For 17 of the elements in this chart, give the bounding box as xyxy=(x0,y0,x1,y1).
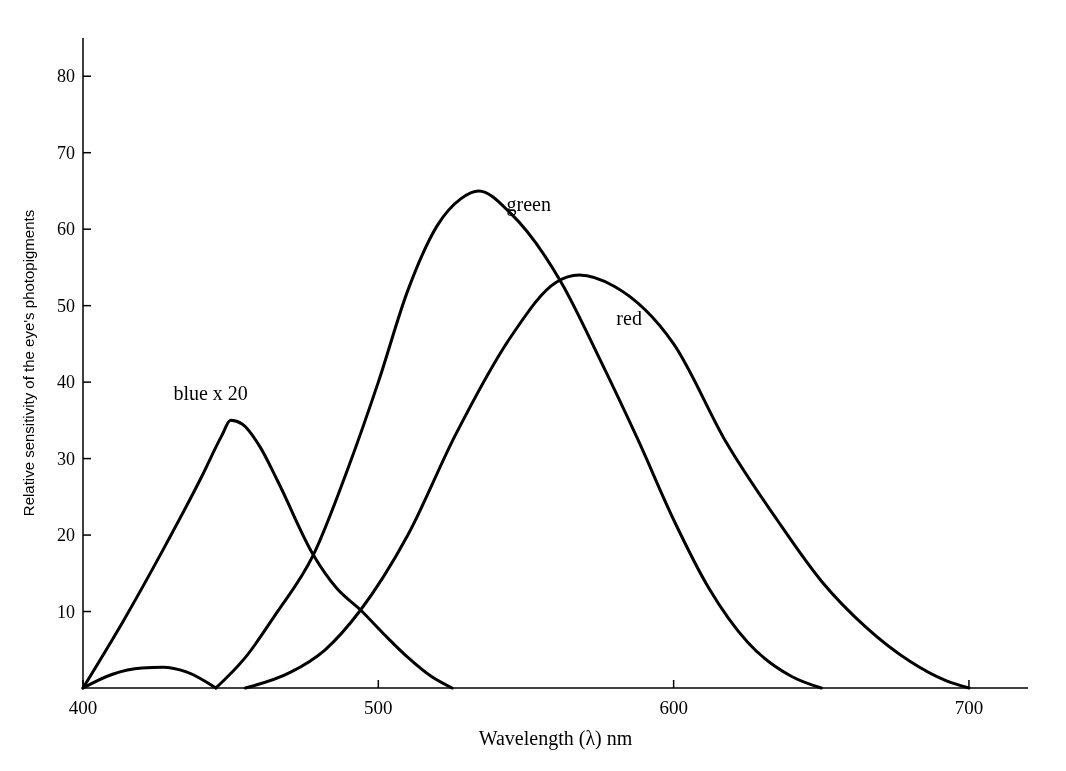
y-tick-label: 20 xyxy=(57,525,75,546)
y-tick-label: 40 xyxy=(57,372,75,393)
y-axis-title: Relative sensitivity of the eye's photopigments xyxy=(20,209,37,517)
y-tick-label: 50 xyxy=(57,295,75,316)
x-tick-label: 500 xyxy=(364,697,393,718)
x-tick-label: 400 xyxy=(68,697,98,718)
series-label: red xyxy=(616,307,642,330)
y-tick-label: 70 xyxy=(57,142,75,163)
y-tick-label: 30 xyxy=(57,448,75,469)
y-tick-label: 10 xyxy=(57,601,75,622)
series-label: blue x 20 xyxy=(173,382,248,405)
y-tick-label: 60 xyxy=(57,219,75,240)
x-axis-title: Wavelength (λ) nm xyxy=(478,727,633,750)
y-tick-label: 80 xyxy=(57,66,75,87)
series-label: green xyxy=(506,192,551,216)
x-tick-label: 700 xyxy=(954,697,984,718)
x-tick-label: 600 xyxy=(659,697,688,718)
